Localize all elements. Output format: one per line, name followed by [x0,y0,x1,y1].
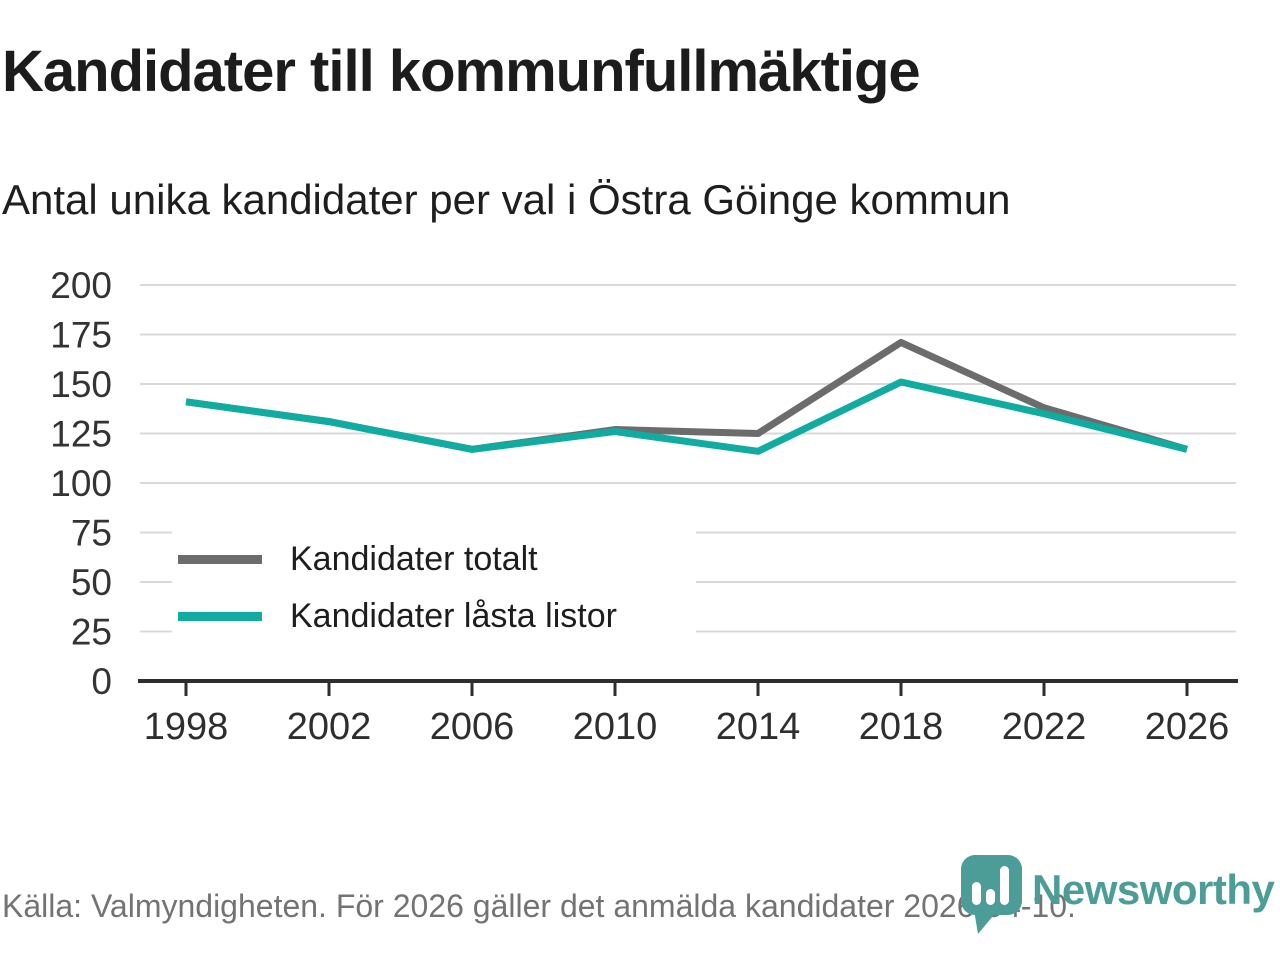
bar-chart-pin-icon [961,855,1022,934]
source-note: Källa: Valmyndigheten. För 2026 gäller d… [2,888,1076,924]
y-tick-label-175: 175 [50,315,112,356]
legend-swatch-total [178,555,262,564]
x-tick-label-2006: 2006 [430,706,515,748]
x-tick-label-2002: 2002 [287,706,372,748]
y-tick-label-125: 125 [50,414,112,455]
x-tick-label-2018: 2018 [859,706,944,748]
y-tick-label-200: 200 [50,265,112,306]
series-line-locked [185,378,1188,455]
logo-wordmark: Newsworthy [1032,866,1275,913]
y-tick-label-150: 150 [50,364,112,405]
y-tick-label-0: 0 [91,661,112,702]
y-tick-label-50: 50 [71,562,112,603]
x-tick-label-2026: 2026 [1145,706,1230,748]
x-tick-label-2010: 2010 [573,706,658,748]
legend-label-locked: Kandidater låsta listor [290,597,617,635]
page-subtitle: Antal unika kandidater per val i Östra G… [2,176,1011,223]
y-tick-label-100: 100 [50,463,112,504]
y-tick-label-75: 75 [71,513,112,554]
y-tick-label-25: 25 [71,612,112,653]
x-tick-label-2022: 2022 [1002,706,1087,748]
legend-swatch-locked [178,612,262,621]
x-tick-label-1998: 1998 [144,706,229,748]
newsworthy-logo: Newsworthy [960,854,1275,936]
legend-label-total: Kandidater totalt [290,540,538,578]
page-title: Kandidater till kommunfullmäktige [2,39,921,104]
x-tick-label-2014: 2014 [716,706,801,748]
legend-item-total: Kandidater totalt [178,540,696,579]
legend-item-locked: Kandidater låsta listor [178,597,696,636]
legend: Kandidater totalt Kandidater låsta listo… [172,522,696,654]
